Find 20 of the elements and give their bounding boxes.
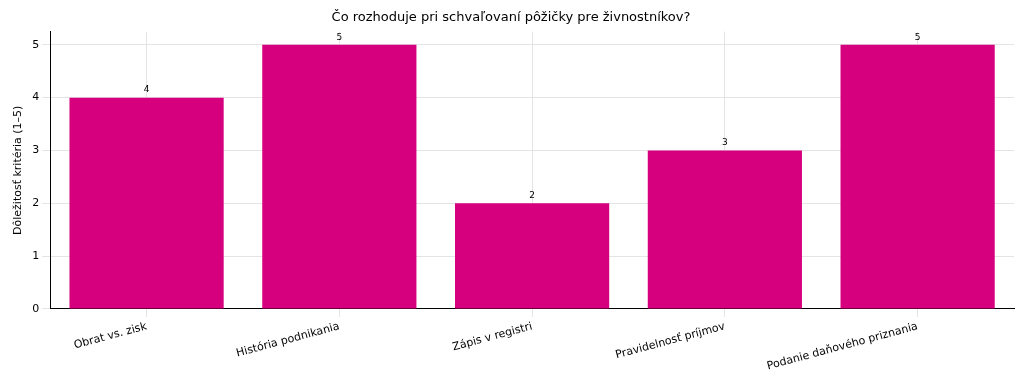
y-tick-label: 4: [32, 90, 40, 104]
bar: [262, 44, 417, 309]
y-tick-label: 1: [32, 248, 40, 262]
y-tick-label: 5: [32, 37, 40, 51]
y-tick-label: 2: [32, 196, 40, 210]
y-tick-label: 0: [32, 301, 40, 315]
chart-title: Čo rozhoduje pri schvaľovaní pôžičky pre živnostníkov?: [331, 9, 691, 25]
x-tick-label: Zápis v registri: [450, 319, 534, 354]
data-label: 5: [336, 31, 343, 42]
bar: [840, 44, 995, 309]
y-axis-title: Dôležitosť kritéria (1–5): [11, 105, 25, 235]
y-tick-label: 3: [32, 143, 40, 157]
x-tick-label: Obrat vs. zisk: [72, 319, 149, 352]
bar: [69, 97, 224, 309]
data-label: 4: [143, 84, 150, 95]
data-label: 2: [529, 190, 535, 201]
bar: [647, 150, 802, 309]
bar: [455, 203, 610, 309]
data-label: 3: [721, 137, 728, 148]
data-label: 5: [914, 31, 921, 42]
